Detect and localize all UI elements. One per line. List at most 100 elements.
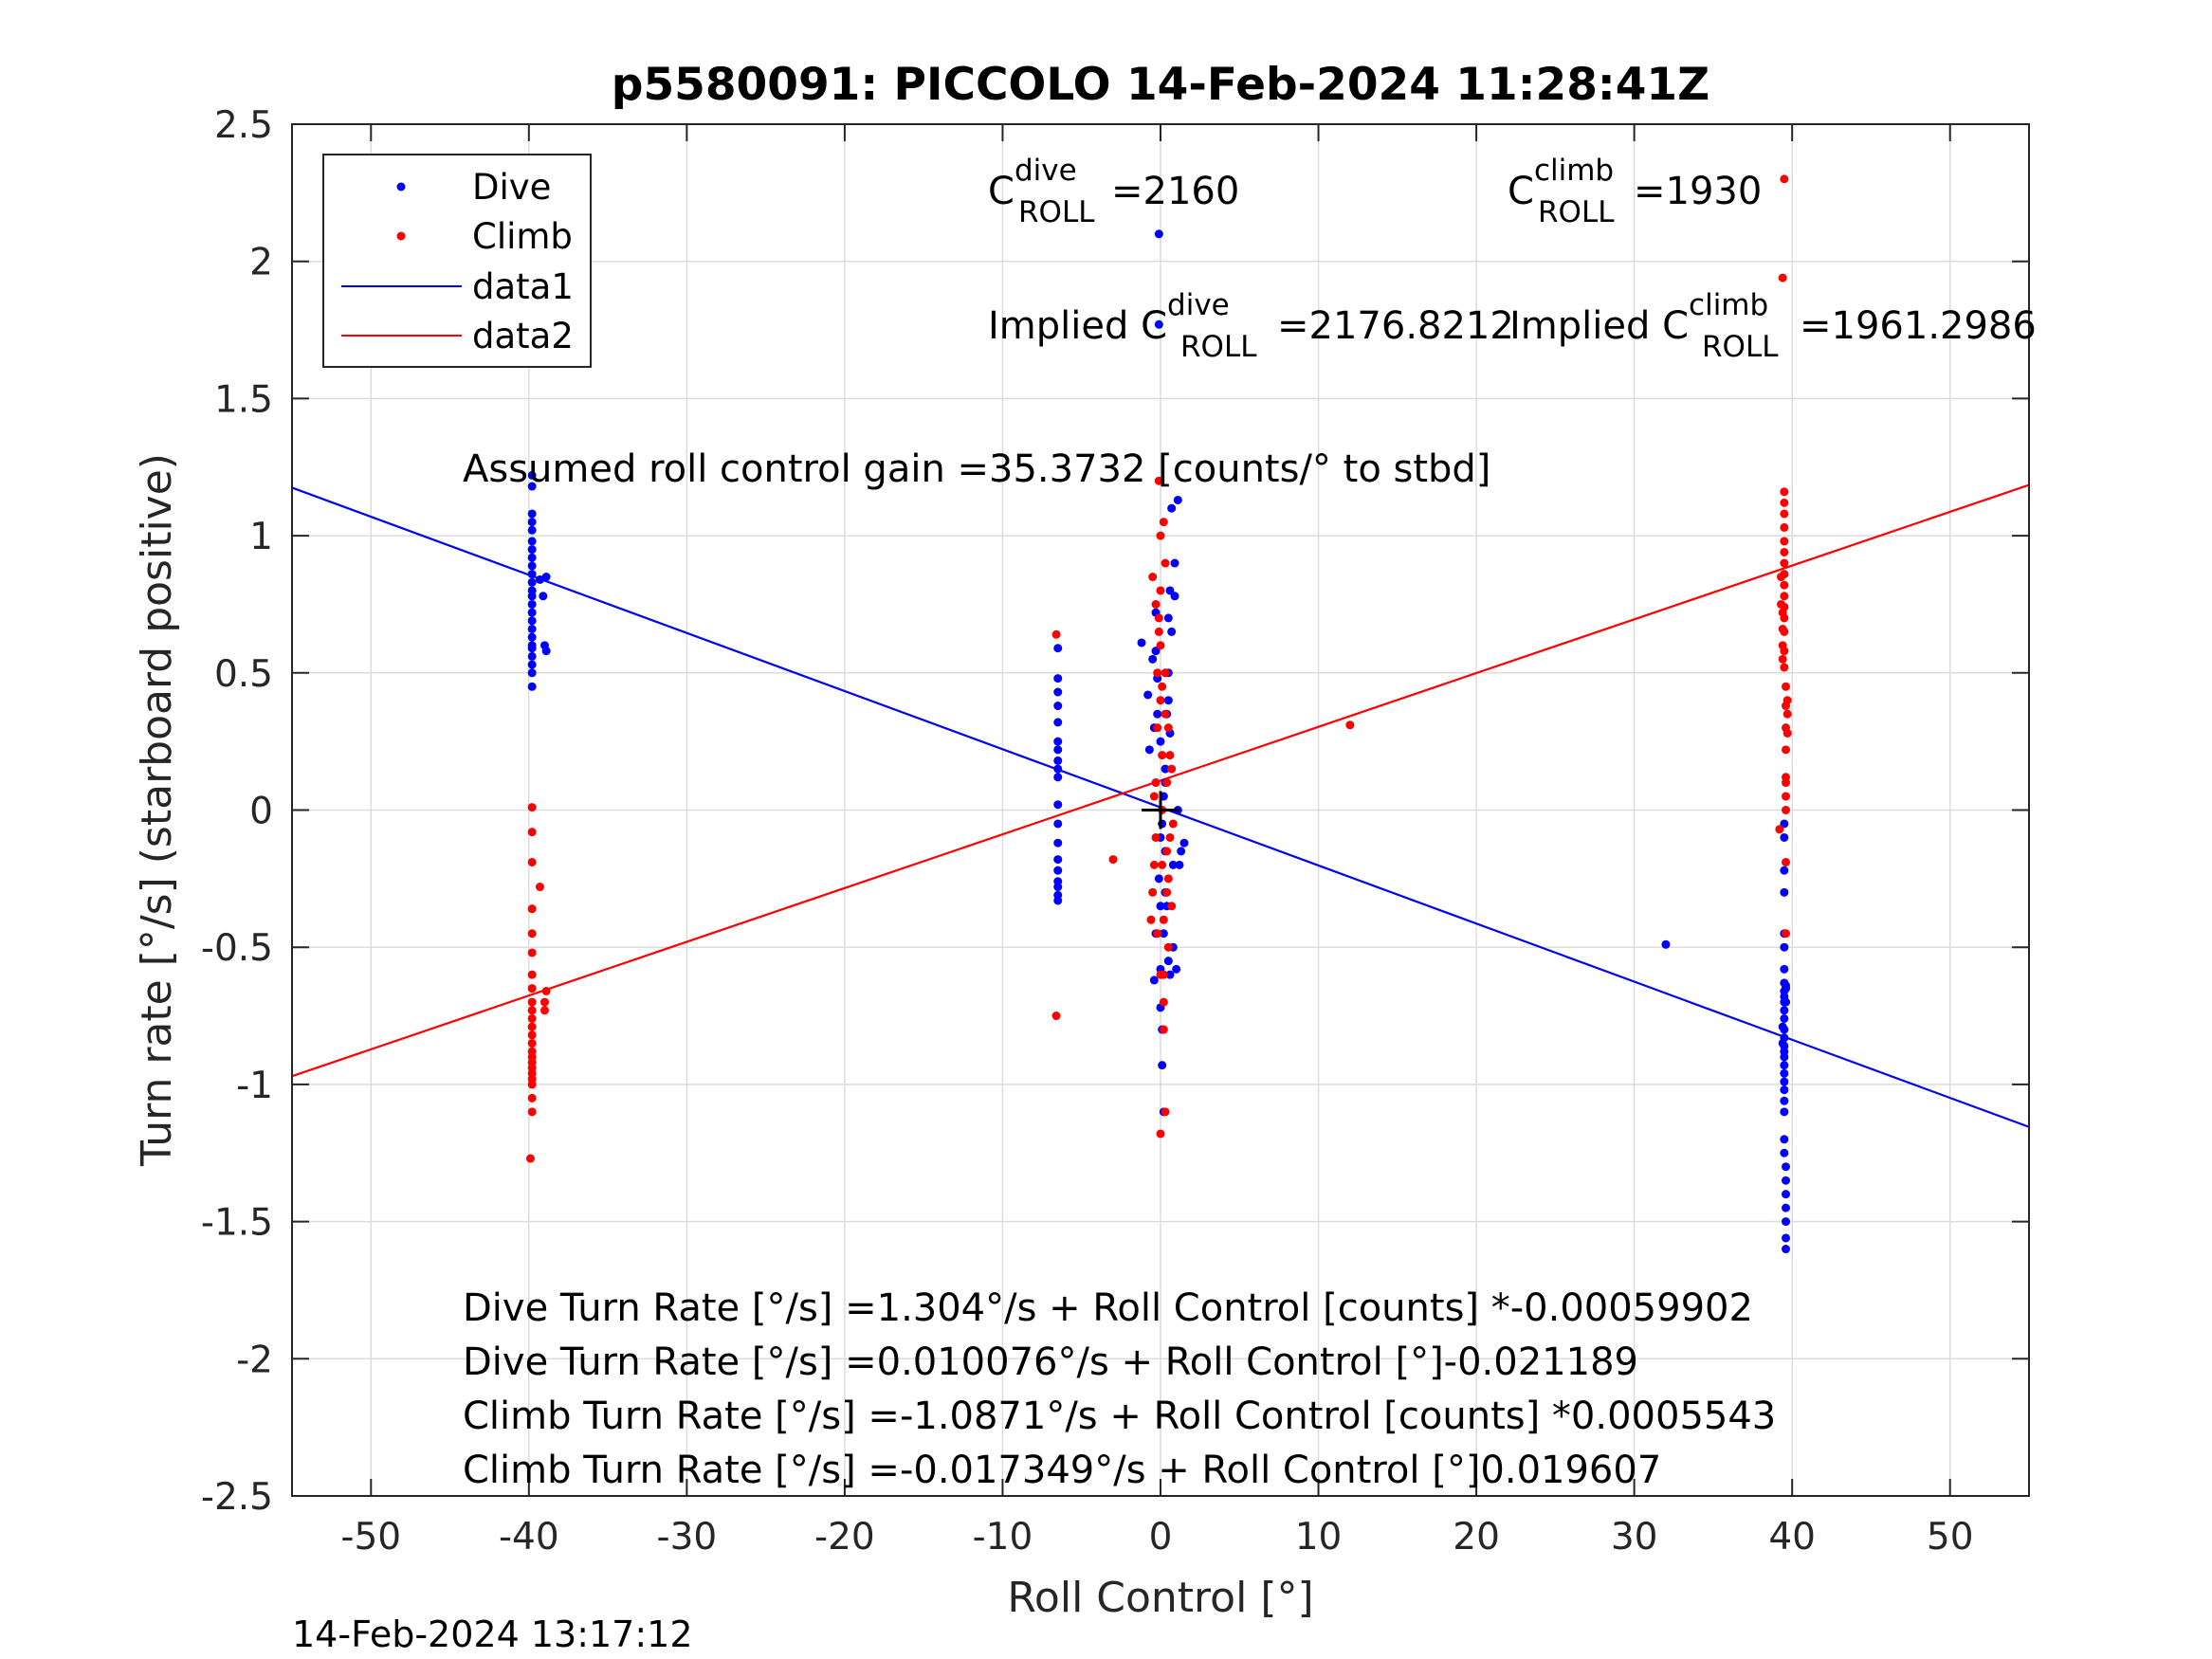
climb-point xyxy=(1778,654,1787,664)
dive-point xyxy=(1053,737,1063,746)
dive-point xyxy=(527,518,537,527)
climb-point xyxy=(1158,860,1167,869)
markers xyxy=(1142,791,1179,830)
climb-point xyxy=(1782,806,1791,814)
dive-point xyxy=(1780,1033,1789,1043)
dive-point xyxy=(1780,1148,1789,1158)
climb-point xyxy=(1780,627,1789,636)
fit-equation-1: Dive Turn Rate [°/s] =1.304°/s + Roll Co… xyxy=(463,1286,1753,1330)
implied-dive-sub: ROLL xyxy=(1180,330,1257,364)
climb-point xyxy=(1051,629,1061,639)
c-dive-base: C xyxy=(988,170,1015,213)
climb-point xyxy=(1780,509,1789,519)
dive-point xyxy=(527,608,537,617)
c-climb-value: =1930 xyxy=(1634,170,1762,213)
climb-point xyxy=(1161,709,1170,719)
climb-point xyxy=(1151,599,1161,609)
chart-title: p5580091: PICCOLO 14-Feb-2024 11:28:41Z xyxy=(612,59,1709,111)
climb-point xyxy=(1146,915,1156,924)
gain-annotation: Assumed roll control gain =35.3732 [coun… xyxy=(463,447,1490,491)
legend: Dive Climb data1 data2 xyxy=(322,154,592,368)
dive-point xyxy=(1782,1162,1791,1172)
dive-point xyxy=(1159,929,1168,939)
climb-point xyxy=(539,1006,549,1015)
dive-point xyxy=(1053,855,1063,865)
climb-point xyxy=(1780,592,1789,601)
climb-point xyxy=(1163,942,1173,952)
climb-point xyxy=(1782,773,1791,782)
dive-point xyxy=(1782,1217,1791,1227)
climb-point xyxy=(527,857,537,866)
dive-point xyxy=(527,651,537,661)
fit-equation-4: Climb Turn Rate [°/s] =-0.017349°/s + Ro… xyxy=(463,1449,1661,1492)
climb-point xyxy=(1159,915,1168,924)
dive-point xyxy=(1782,1203,1791,1212)
dive-point xyxy=(1053,773,1063,782)
implied-climb-base: Implied C xyxy=(1509,304,1689,348)
climb-point xyxy=(1156,970,1165,979)
dive-point xyxy=(1154,229,1163,239)
dive-point xyxy=(527,644,537,653)
climb-point xyxy=(1148,573,1158,582)
x-tick-label: -20 xyxy=(814,1516,875,1559)
dive-point xyxy=(1780,1135,1789,1144)
dive-point xyxy=(1173,495,1182,504)
y-tick-label: 2.5 xyxy=(214,104,273,147)
climb-point xyxy=(527,997,537,1007)
climb-point xyxy=(1163,874,1173,884)
dive-point xyxy=(1782,997,1791,1007)
climb-point xyxy=(1775,825,1784,834)
fit-equation-2: Dive Turn Rate [°/s] =0.010076°/s + Roll… xyxy=(463,1340,1638,1384)
climb-point xyxy=(1153,929,1162,939)
dive-point xyxy=(1782,1190,1791,1199)
y-tick-label: 1 xyxy=(249,516,273,558)
dive-point xyxy=(1137,638,1146,647)
x-tick-labels: -50 -40 -30 -20 -10 0 10 20 30 40 50 xyxy=(340,1516,1973,1559)
dive-point xyxy=(1053,718,1063,727)
climb-point xyxy=(1151,832,1161,842)
dive-point xyxy=(1053,745,1063,755)
dive-point xyxy=(1163,613,1173,623)
dive-point xyxy=(541,573,551,582)
climb-point xyxy=(1153,723,1162,733)
y-axis-label: Turn rate [°/s] (starboard positive) xyxy=(133,453,181,1167)
dive-point xyxy=(1053,702,1063,711)
climb-point xyxy=(1163,723,1173,733)
climb-point xyxy=(1162,778,1172,788)
dive-point xyxy=(1053,896,1063,905)
climb-point xyxy=(1156,1129,1165,1139)
dive-point xyxy=(1175,860,1184,869)
climb-point xyxy=(1782,696,1792,705)
climb-point xyxy=(527,1030,537,1040)
dive-point xyxy=(527,660,537,669)
dive-point xyxy=(527,668,537,678)
climb-point xyxy=(1149,792,1159,801)
dive-point xyxy=(1053,687,1063,697)
legend-climb-marker xyxy=(396,231,406,241)
climb-point xyxy=(527,1006,537,1015)
dive-point xyxy=(1780,1085,1789,1095)
climb-point xyxy=(1161,558,1170,568)
climb-point xyxy=(1051,1012,1061,1021)
dive-point xyxy=(1170,592,1179,601)
dive-point xyxy=(1165,970,1175,979)
c-climb-sup: climb xyxy=(1534,154,1614,188)
dive-point xyxy=(1158,1061,1167,1070)
dive-point xyxy=(527,509,537,519)
climb-point xyxy=(1151,778,1161,788)
climb-point xyxy=(527,970,537,979)
climb-point xyxy=(1782,682,1791,691)
dive-point xyxy=(1148,654,1158,664)
climb-point xyxy=(527,904,537,914)
climb-point xyxy=(1780,174,1789,184)
dive-point xyxy=(1053,819,1063,829)
dive-point xyxy=(1053,764,1063,774)
x-tick-label: -30 xyxy=(657,1516,718,1559)
dive-point xyxy=(1780,1077,1789,1086)
dive-point xyxy=(1780,964,1789,974)
x-axis-label: Roll Control [°] xyxy=(1007,1574,1313,1622)
dive-point xyxy=(527,561,537,571)
legend-climb-label: Climb xyxy=(472,216,573,257)
climb-point xyxy=(527,828,537,837)
